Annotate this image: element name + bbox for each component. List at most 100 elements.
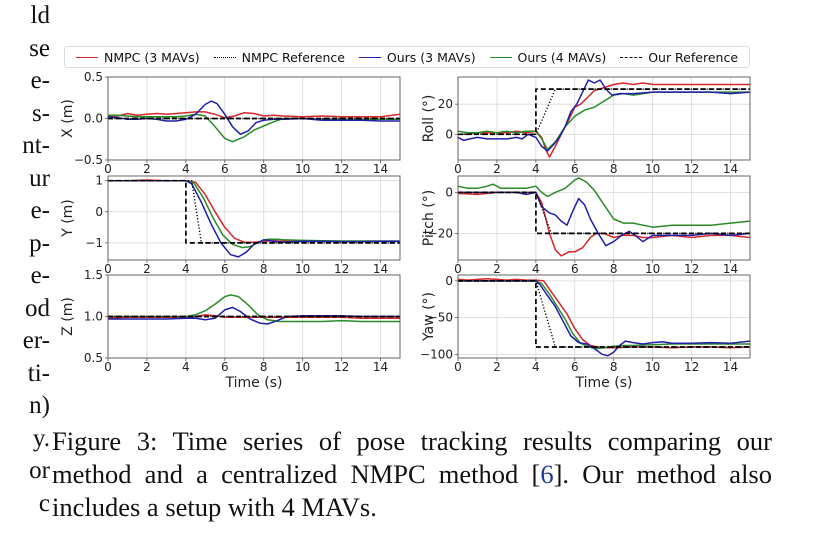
citation-link[interactable]: 6 <box>540 459 554 489</box>
y-axis-label: Z (m) <box>60 297 76 336</box>
x-tick-label: 8 <box>260 360 268 374</box>
x-tick-label: 8 <box>260 162 268 176</box>
series-line-ours-4-mavs <box>458 177 750 228</box>
series-line-ours-3-mavs <box>108 179 400 258</box>
series-line-nmpc-3-mavs <box>458 191 750 257</box>
y-tick-label: −100 <box>420 347 453 361</box>
legend-line-swatch-icon <box>358 56 381 58</box>
y-tick-label: 0 <box>445 127 453 141</box>
margin-text-line: ti- <box>27 359 50 387</box>
y-axis-label: X (m) <box>60 99 76 138</box>
caption-text-prefix: Figure 3: Time series of pose tracking r… <box>52 426 772 489</box>
series-line-our-reference <box>458 88 750 136</box>
series-line-ours-4-mavs <box>458 91 750 151</box>
series-line-our-reference <box>458 280 750 348</box>
series-line-ours-3-mavs <box>458 79 750 152</box>
legend-label: Ours (4 MAVs) <box>517 49 607 65</box>
margin-text-line: p- <box>29 229 50 257</box>
legend-label: NMPC Reference <box>241 49 345 65</box>
margin-text-line: er- <box>22 327 50 354</box>
y-tick-label: 0.0 <box>84 112 103 126</box>
x-tick-label: 2 <box>143 360 151 374</box>
series-line-ours-4-mavs <box>458 280 750 350</box>
margin-text-line: c <box>38 489 50 517</box>
y-tick-label: −0.5 <box>74 153 103 167</box>
x-tick-label: 0 <box>454 360 462 374</box>
x-tick-label: 12 <box>334 162 349 176</box>
legend-item: NMPC Reference <box>213 49 345 65</box>
series-line-nmpc-3-mavs <box>458 277 750 349</box>
x-tick-label: 6 <box>221 360 229 374</box>
legend-item: Our Reference <box>620 50 738 65</box>
y-tick-label: −20 <box>428 226 453 240</box>
x-tick-label: 4 <box>532 360 540 374</box>
margin-text-line: e- <box>30 67 50 94</box>
series-line-ours-4-mavs <box>108 113 400 143</box>
y-tick-label: 1 <box>95 174 103 188</box>
x-tick-label: 4 <box>532 162 540 176</box>
series-line-nmpc-reference <box>458 280 750 348</box>
axes-frame <box>107 175 401 261</box>
series-line-ours-3-mavs <box>458 280 750 357</box>
y-tick-label: −50 <box>428 311 453 325</box>
y-axis-label: Roll (°) <box>421 95 437 143</box>
x-axis-label: Time (s) <box>225 375 283 391</box>
y-tick-label: 20 <box>438 97 453 111</box>
x-tick-label: 0 <box>104 262 112 276</box>
margin-text-line: nt- <box>22 132 50 159</box>
x-tick-label: 2 <box>493 262 501 276</box>
margin-text-line: ld <box>30 2 50 29</box>
margin-text-line: od <box>25 294 50 322</box>
x-tick-label: 8 <box>610 162 618 176</box>
caption-text-suffix: ]. Our method also includes a setup with… <box>52 459 772 522</box>
subplot-pitch: 0 2 4 6 8 10 12 14 −20 0 Pitch (°) <box>421 175 751 276</box>
y-axis-label: Yaw (°) <box>421 292 437 342</box>
x-tick-label: 10 <box>295 360 310 374</box>
x-tick-label: 6 <box>221 162 229 176</box>
y-tick-label: −1 <box>85 236 103 250</box>
y-tick-label: 0 <box>445 274 453 288</box>
legend-line-swatch-icon <box>213 56 236 58</box>
x-tick-label: 10 <box>645 262 660 276</box>
axes-frame <box>457 274 751 359</box>
figure-legend: NMPC (3 MAVs) NMPC Reference Ours (3 MAVs)… <box>64 46 750 68</box>
x-tick-label: 0 <box>104 162 112 176</box>
subplot-x: 0 2 4 6 8 10 12 14 −0.5 0.0 0.5 X (m) <box>60 70 401 176</box>
legend-line-swatch-icon <box>620 56 643 58</box>
y-tick-label: 0.5 <box>84 351 103 365</box>
legend-label: NMPC (3 MAVs) <box>103 49 200 65</box>
series-line-nmpc-3-mavs <box>108 179 400 244</box>
series-line-ours-3-mavs <box>108 306 400 325</box>
x-tick-label: 12 <box>684 162 699 176</box>
x-tick-label: 14 <box>723 360 738 374</box>
x-tick-label: 12 <box>334 262 349 276</box>
x-tick-label: 2 <box>143 262 151 276</box>
subplot-yaw: 0 2 4 6 8 10 12 14 −100 −50 0 Yaw (°) Time (s) <box>420 274 751 391</box>
margin-text-line: s- <box>31 99 50 127</box>
adjacent-column-text-fragments: ld se e-s-nt-ur e-p-e-od er-ti-n) y. or c <box>0 0 50 520</box>
margin-text-line: e- <box>30 197 50 224</box>
y-tick-label: 1.5 <box>84 268 103 282</box>
x-tick-label: 0 <box>454 162 462 176</box>
legend-label: Our Reference <box>648 49 739 65</box>
legend-line-swatch-icon <box>75 56 98 58</box>
x-tick-label: 10 <box>645 162 660 176</box>
y-tick-label: 0 <box>445 185 453 199</box>
y-axis-label: Pitch (°) <box>421 190 437 246</box>
x-tick-label: 0 <box>104 360 112 374</box>
x-tick-label: 6 <box>221 262 229 276</box>
x-tick-label: 4 <box>182 162 190 176</box>
x-tick-label: 14 <box>373 262 388 276</box>
x-tick-label: 8 <box>610 360 618 374</box>
x-tick-label: 4 <box>532 262 540 276</box>
figure-caption: Figure 3: Time series of pose tracking r… <box>52 425 772 524</box>
x-tick-label: 8 <box>610 262 618 276</box>
x-tick-label: 8 <box>260 262 268 276</box>
legend-label: Ours (3 MAVs) <box>386 49 476 65</box>
x-tick-label: 10 <box>295 262 310 276</box>
axes-frame <box>457 175 751 261</box>
margin-text-line: se <box>29 34 50 62</box>
x-tick-label: 12 <box>684 360 699 374</box>
